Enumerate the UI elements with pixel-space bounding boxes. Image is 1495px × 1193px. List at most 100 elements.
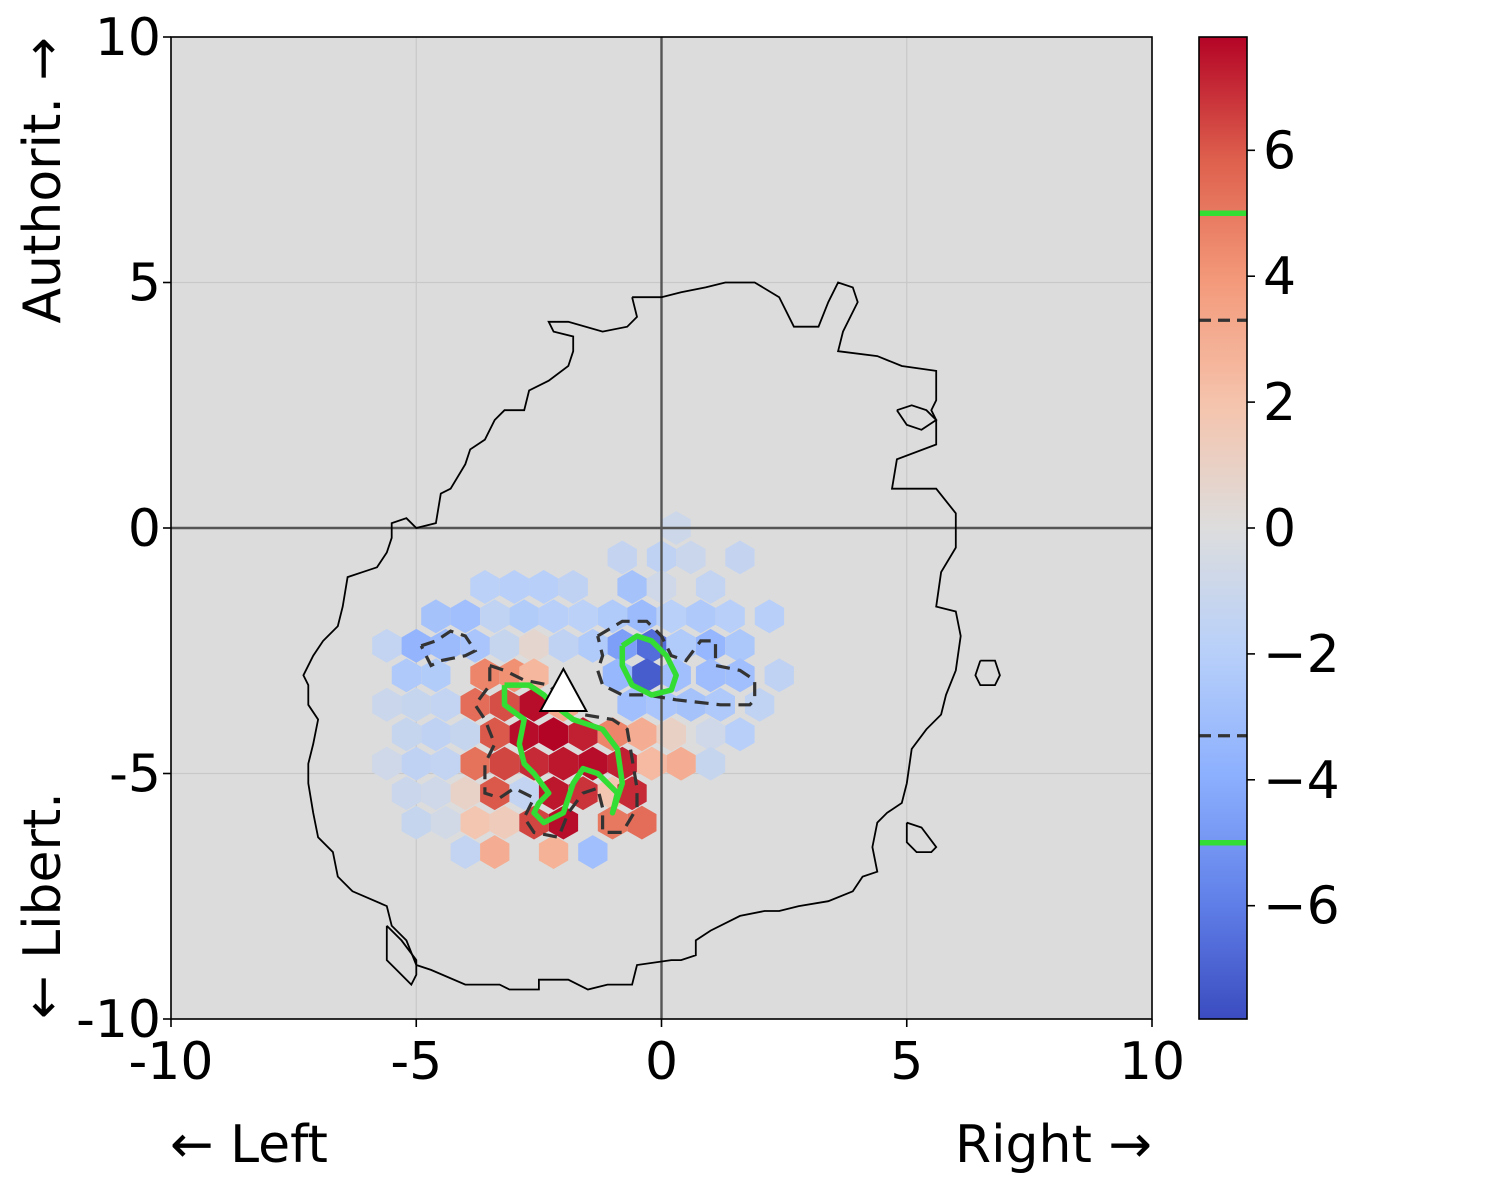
- hexbin-cell: [460, 805, 490, 840]
- y-axis-label-top: Authorit. →: [13, 37, 73, 324]
- contour-layer: [302, 281, 1001, 991]
- dashed-contour: [473, 663, 639, 840]
- hexbin-cell: [764, 658, 794, 693]
- hexbin-cell: [666, 628, 696, 663]
- x-tick-label: 0: [645, 1032, 678, 1092]
- colorbar-tick-label: 6: [1263, 121, 1296, 181]
- y-tick-label: -5: [109, 745, 161, 805]
- x-axis-label-right: Right →: [955, 1115, 1152, 1175]
- hexbin-cell: [489, 746, 520, 781]
- outline-contour-island: [905, 821, 938, 853]
- hexbin-cell: [450, 776, 480, 811]
- hexbin-cell: [676, 540, 706, 575]
- hexbin-cell: [725, 717, 755, 752]
- hexbin-cell: [538, 835, 569, 869]
- y-tick-label: 0: [128, 499, 161, 559]
- x-axis-label-left: ← Left: [170, 1115, 328, 1175]
- hexbin-cell: [480, 599, 510, 634]
- hexbin-cell: [401, 687, 431, 722]
- hexbin-cell: [391, 658, 422, 693]
- hexbin-cell: [538, 717, 569, 752]
- colorbar-tick-label: −6: [1263, 877, 1340, 937]
- hexbin-cell: [666, 746, 696, 781]
- hexbin-cell: [656, 717, 686, 752]
- hexbin-cell: [372, 628, 402, 663]
- hexbin-cell: [568, 599, 598, 634]
- x-tick-label: 10: [1119, 1032, 1185, 1092]
- colorbar-ticks: −6 −4 −2 0 2 4 6: [1247, 121, 1340, 937]
- x-tick-label: 5: [890, 1032, 923, 1092]
- colorbar: −6 −4 −2 0 2 4 6: [1198, 36, 1340, 1020]
- hexbin-cell: [676, 687, 706, 722]
- hexbin-cell: [450, 717, 480, 752]
- hexbin-cell: [401, 746, 431, 781]
- y-tick-label: 10: [95, 8, 161, 68]
- hexbin-cell: [715, 599, 745, 634]
- hexbin-cell: [538, 776, 569, 811]
- hexbin-cell: [431, 687, 461, 722]
- hexbin-cell: [489, 805, 520, 840]
- y-axis-label-bottom: ← Libert.: [13, 792, 73, 1019]
- hexbin-cell: [627, 805, 657, 840]
- x-tick-label: -10: [129, 1032, 214, 1092]
- outline-contour-island: [385, 925, 418, 987]
- hexbin-cell: [489, 628, 520, 663]
- hexbin-cell: [372, 687, 402, 722]
- hexbin-cell: [637, 746, 667, 781]
- hexbin-cell: [538, 599, 569, 634]
- zero-axis-lines: [171, 37, 1152, 1019]
- y-tick-label: -10: [76, 990, 161, 1050]
- hexbin-cell: [421, 599, 451, 634]
- hexbin-cell: [509, 599, 539, 634]
- hexbin-cell: [450, 835, 480, 869]
- hexbin-cell: [470, 570, 500, 604]
- hexbin-cell: [597, 599, 628, 634]
- hexbin-cell: [401, 628, 431, 663]
- hexbin-cell: [450, 599, 480, 634]
- hexbin-cell: [695, 717, 726, 752]
- hexbin-cell: [578, 628, 608, 663]
- hexbin-cell: [431, 746, 461, 781]
- hexbin-cell: [548, 628, 579, 663]
- hexbin-cell: [421, 717, 451, 752]
- hexbin-cell: [754, 599, 785, 634]
- hexbin-cell: [391, 776, 422, 811]
- hexbin-cell: [431, 805, 461, 840]
- x-tick-label: -5: [390, 1032, 442, 1092]
- colorbar-level-lines: [1199, 210, 1247, 846]
- hexbin-cell: [519, 746, 549, 781]
- hexbin-cell: [725, 658, 755, 693]
- colorbar-gradient: [1199, 37, 1247, 1019]
- colorbar-tick-label: −2: [1263, 625, 1340, 685]
- hexbin-cell: [607, 540, 637, 575]
- hexbin-cell: [695, 570, 726, 604]
- hexbin-cell: [480, 776, 510, 811]
- hexbin-cell: [558, 570, 588, 604]
- marker-layer: [538, 666, 589, 712]
- hexbin-cell: [686, 599, 716, 634]
- colorbar-tick-label: 2: [1263, 373, 1296, 433]
- hexbin-cell: [519, 628, 549, 663]
- hexbin-cell: [578, 835, 608, 869]
- hexbin-cell: [431, 628, 461, 663]
- colorbar-tick-label: 4: [1263, 247, 1296, 307]
- hexbin-cell: [480, 835, 510, 869]
- hexbin-cell: [744, 687, 775, 722]
- hexbin-cell: [460, 746, 490, 781]
- hexbin-cell: [695, 746, 726, 781]
- y-tick-label: 5: [128, 254, 161, 314]
- hexbin-cell: [548, 746, 579, 781]
- hexbin-cell: [597, 717, 628, 752]
- hexbin-cell: [627, 717, 657, 752]
- green-contour: [619, 633, 679, 698]
- triangle-marker: [538, 666, 589, 712]
- outline-contour-island: [896, 404, 938, 431]
- hexbin-cell: [725, 628, 755, 663]
- hexbin-cell: [421, 776, 451, 811]
- colorbar-tick-label: 0: [1263, 499, 1296, 559]
- hexbin-cell: [617, 570, 647, 604]
- outline-contour: [302, 281, 962, 991]
- axis-ticks: -10 -5 0 5 10 -10 -5 0 5 10: [76, 8, 1185, 1092]
